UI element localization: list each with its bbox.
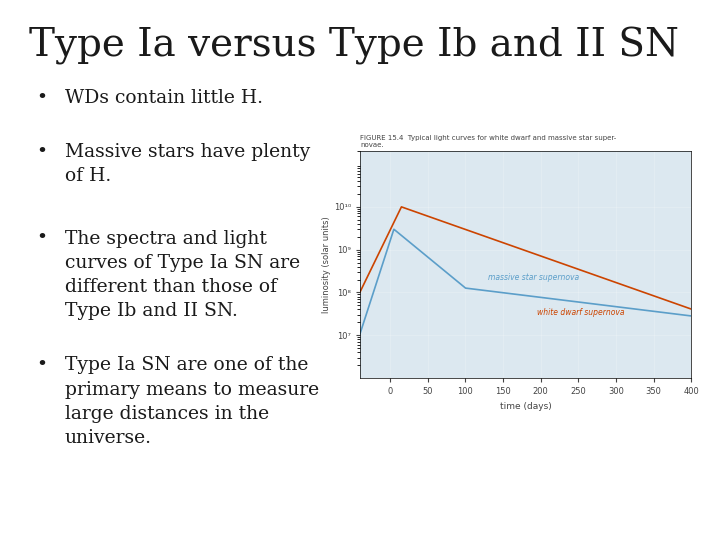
Y-axis label: luminosity (solar units): luminosity (solar units) <box>322 216 331 313</box>
Text: white dwarf supernova: white dwarf supernova <box>537 308 624 317</box>
Text: •: • <box>36 89 47 107</box>
Text: •: • <box>36 356 47 374</box>
Text: Type Ia SN are one of the
primary means to measure
large distances in the
univer: Type Ia SN are one of the primary means … <box>65 356 319 447</box>
Text: Type Ia versus Type Ib and II SN: Type Ia versus Type Ib and II SN <box>29 27 679 65</box>
Text: •: • <box>36 230 47 247</box>
Text: Massive stars have plenty
of H.: Massive stars have plenty of H. <box>65 143 310 185</box>
X-axis label: time (days): time (days) <box>500 402 552 410</box>
Text: •: • <box>36 143 47 161</box>
Text: FIGURE 15.4  Typical light curves for white dwarf and massive star super-
novae.: FIGURE 15.4 Typical light curves for whi… <box>360 135 616 148</box>
Text: The spectra and light
curves of Type Ia SN are
different than those of
Type Ib a: The spectra and light curves of Type Ia … <box>65 230 300 320</box>
Text: WDs contain little H.: WDs contain little H. <box>65 89 263 107</box>
Text: massive star supernova: massive star supernova <box>488 273 579 281</box>
